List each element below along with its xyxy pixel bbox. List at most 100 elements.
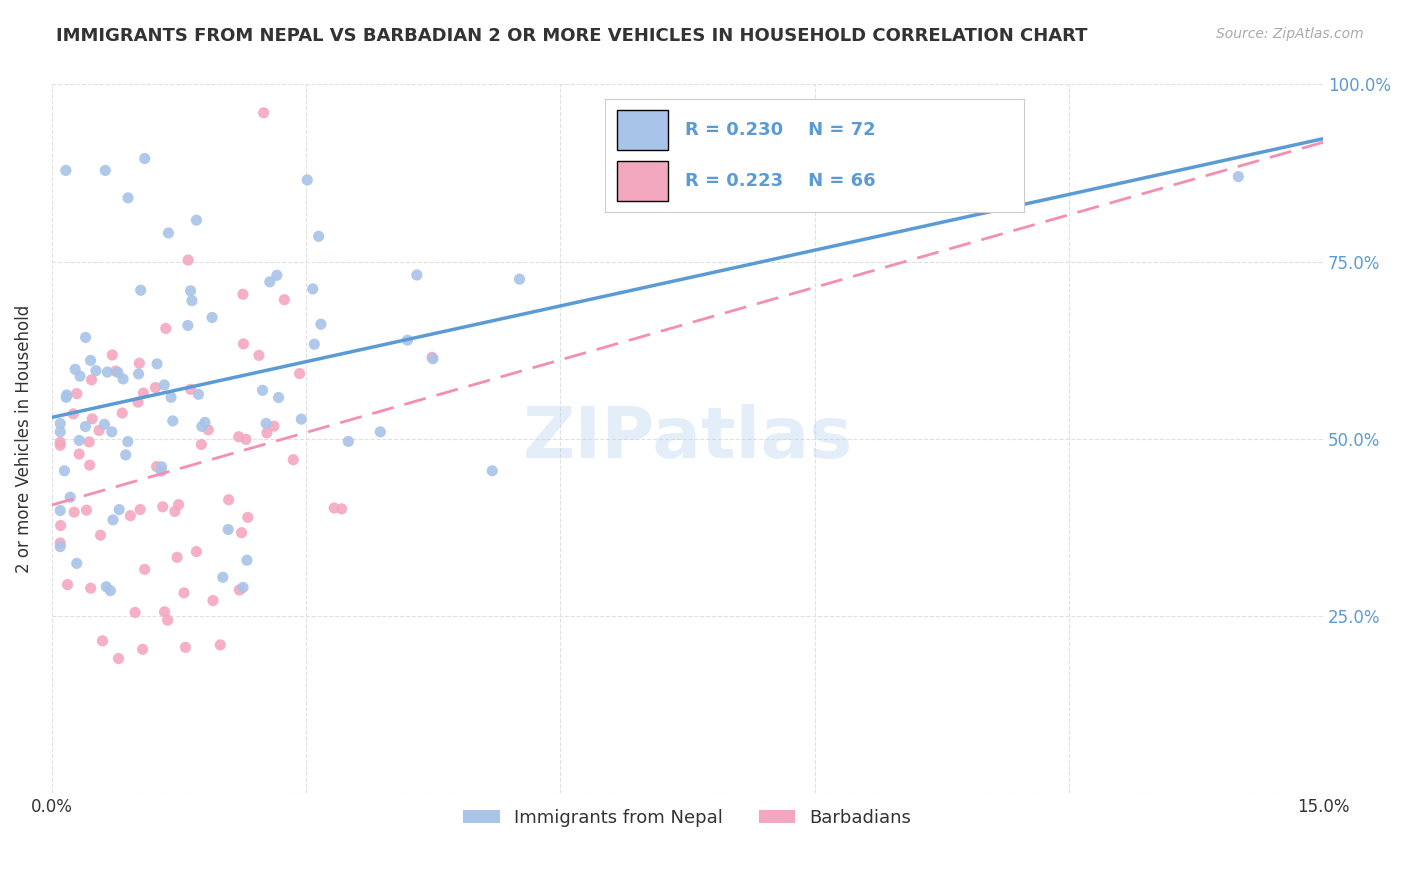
Point [232, 287, 254, 301]
Point [91, 633, 114, 648]
Point [55, 163, 77, 178]
Point [111, 406, 134, 420]
Point [153, 605, 176, 619]
Point [101, 348, 124, 362]
Point [129, 283, 152, 297]
Point [163, 504, 186, 518]
Point [190, 437, 212, 451]
Point [405, 268, 427, 282]
Point [209, 638, 232, 652]
Point [194, 416, 217, 430]
Point [231, 525, 253, 540]
Point [297, 173, 319, 187]
Point [191, 419, 214, 434]
Point [259, 275, 281, 289]
Text: IMMIGRANTS FROM NEPAL VS BARBADIAN 2 OR MORE VEHICLES IN HOUSEHOLD CORRELATION C: IMMIGRANTS FROM NEPAL VS BARBADIAN 2 OR … [56, 27, 1088, 45]
Point [75, 419, 97, 434]
Point [127, 395, 149, 409]
Point [107, 651, 129, 665]
Point [96, 580, 118, 594]
Point [49, 425, 72, 439]
Point [49, 503, 72, 517]
Point [252, 384, 274, 398]
Point [290, 412, 312, 426]
Point [114, 448, 136, 462]
Point [94, 163, 117, 178]
Point [55, 390, 77, 404]
Point [120, 508, 142, 523]
Point [509, 272, 531, 286]
Point [420, 351, 443, 365]
Point [132, 386, 155, 401]
Point [55, 388, 77, 402]
Point [84, 364, 107, 378]
Point [180, 383, 202, 397]
Point [288, 367, 311, 381]
Point [266, 268, 288, 283]
Point [254, 417, 277, 431]
Point [62, 407, 84, 421]
Point [79, 581, 101, 595]
Point [76, 503, 98, 517]
Point [228, 582, 250, 597]
Point [177, 253, 200, 268]
Point [174, 640, 197, 655]
Point [211, 570, 233, 584]
Point [236, 553, 259, 567]
Point [117, 191, 139, 205]
Point [155, 321, 177, 335]
Point [79, 353, 101, 368]
Point [396, 333, 419, 347]
Point [128, 367, 150, 381]
Point [63, 505, 86, 519]
Point [134, 152, 156, 166]
Point [710, 181, 733, 195]
Point [186, 544, 208, 558]
Point [283, 452, 305, 467]
Point [187, 387, 209, 401]
Point [100, 583, 122, 598]
Point [232, 581, 254, 595]
Point [150, 464, 173, 478]
Point [267, 391, 290, 405]
Point [66, 557, 89, 571]
Point [134, 562, 156, 576]
Point [59, 490, 82, 504]
Point [273, 293, 295, 307]
Legend: Immigrants from Nepal, Barbadians: Immigrants from Nepal, Barbadians [456, 802, 918, 834]
Point [228, 430, 250, 444]
Point [180, 284, 202, 298]
Point [201, 310, 224, 325]
Point [181, 293, 204, 308]
Point [197, 423, 219, 437]
Point [75, 330, 97, 344]
Point [177, 318, 200, 333]
Point [63, 362, 86, 376]
Point [201, 593, 224, 607]
Point [156, 613, 179, 627]
Point [56, 577, 79, 591]
Point [108, 502, 131, 516]
Point [160, 390, 183, 404]
Point [93, 417, 115, 432]
Point [89, 528, 111, 542]
Point [330, 501, 353, 516]
Point [247, 348, 270, 362]
Point [150, 459, 173, 474]
Point [67, 434, 90, 448]
Point [368, 425, 391, 439]
Point [101, 513, 124, 527]
Point [236, 510, 259, 524]
Point [152, 500, 174, 514]
Point [157, 226, 180, 240]
Point [128, 356, 150, 370]
Text: ZIPatlas: ZIPatlas [523, 404, 852, 474]
Point [308, 229, 330, 244]
Point [146, 357, 169, 371]
Point [304, 337, 326, 351]
Point [112, 372, 135, 386]
Point [107, 366, 129, 380]
Point [49, 438, 72, 452]
Point [301, 282, 323, 296]
Point [481, 464, 503, 478]
